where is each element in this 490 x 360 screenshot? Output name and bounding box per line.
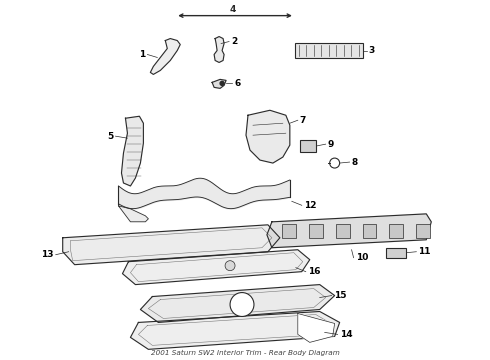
Text: 6: 6: [234, 79, 240, 88]
Polygon shape: [63, 225, 280, 265]
Text: 12: 12: [304, 201, 316, 210]
Text: 4: 4: [230, 5, 236, 14]
Bar: [387, 248, 406, 258]
Text: 3: 3: [368, 46, 375, 55]
Polygon shape: [122, 250, 310, 285]
Bar: [390, 224, 403, 238]
Text: 11: 11: [418, 247, 431, 256]
Text: 13: 13: [41, 250, 54, 259]
Text: 14: 14: [340, 330, 352, 339]
Polygon shape: [122, 116, 144, 186]
Polygon shape: [214, 37, 224, 62]
Bar: [309, 224, 323, 238]
Circle shape: [225, 261, 235, 271]
Circle shape: [230, 293, 254, 316]
Bar: [300, 140, 316, 152]
Polygon shape: [141, 285, 335, 323]
Text: 16: 16: [308, 267, 320, 276]
Text: 7: 7: [300, 116, 306, 125]
Bar: [295, 42, 363, 58]
Text: 9: 9: [328, 140, 334, 149]
Polygon shape: [150, 39, 180, 75]
Polygon shape: [119, 206, 148, 222]
Text: 8: 8: [352, 158, 358, 167]
Text: 15: 15: [334, 291, 346, 300]
Bar: [363, 224, 376, 238]
Polygon shape: [130, 311, 340, 349]
Text: 2001 Saturn SW2 Interior Trim - Rear Body Diagram: 2001 Saturn SW2 Interior Trim - Rear Bod…: [150, 350, 340, 356]
Polygon shape: [267, 214, 431, 248]
Text: 10: 10: [356, 253, 368, 262]
Bar: [416, 224, 430, 238]
Circle shape: [220, 81, 224, 85]
Polygon shape: [298, 314, 335, 342]
Bar: [282, 224, 296, 238]
Bar: [336, 224, 349, 238]
Polygon shape: [212, 80, 226, 88]
Text: 2: 2: [231, 37, 237, 46]
Text: 5: 5: [107, 132, 114, 141]
Text: 1: 1: [139, 50, 146, 59]
Polygon shape: [246, 110, 290, 163]
